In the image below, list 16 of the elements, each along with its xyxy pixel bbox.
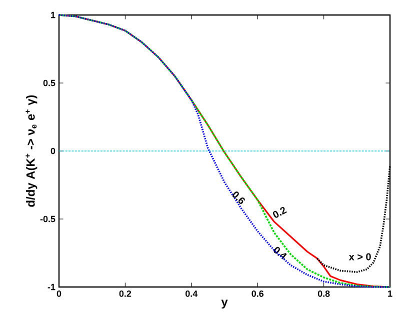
y-tick-label: 0 [50,148,56,154]
y-tick-label: -1 [48,284,56,290]
x-axis-title: y [221,300,228,309]
x-tick-label: 0.4 [186,290,198,297]
y-tick-label: 0.5 [43,80,56,86]
y-tick-label: 1 [51,12,56,18]
x-tick-label: 0.8 [318,290,330,297]
text: 0.6 [232,191,245,204]
y-tick-label: -0.5 [40,216,56,222]
y-axis-title: d/dy A(K$^{+}$ -> ν$_{e}$ e$^{+}$ γ) [26,95,38,207]
text: 0.2 [272,206,287,218]
series-label: x > 0 [348,253,371,260]
x-tick-label: 1 [388,290,392,297]
x-tick-label: 0.6 [252,290,264,297]
x-tick-label: 0 [56,290,62,297]
x-tick-label: 0.2 [119,290,132,297]
